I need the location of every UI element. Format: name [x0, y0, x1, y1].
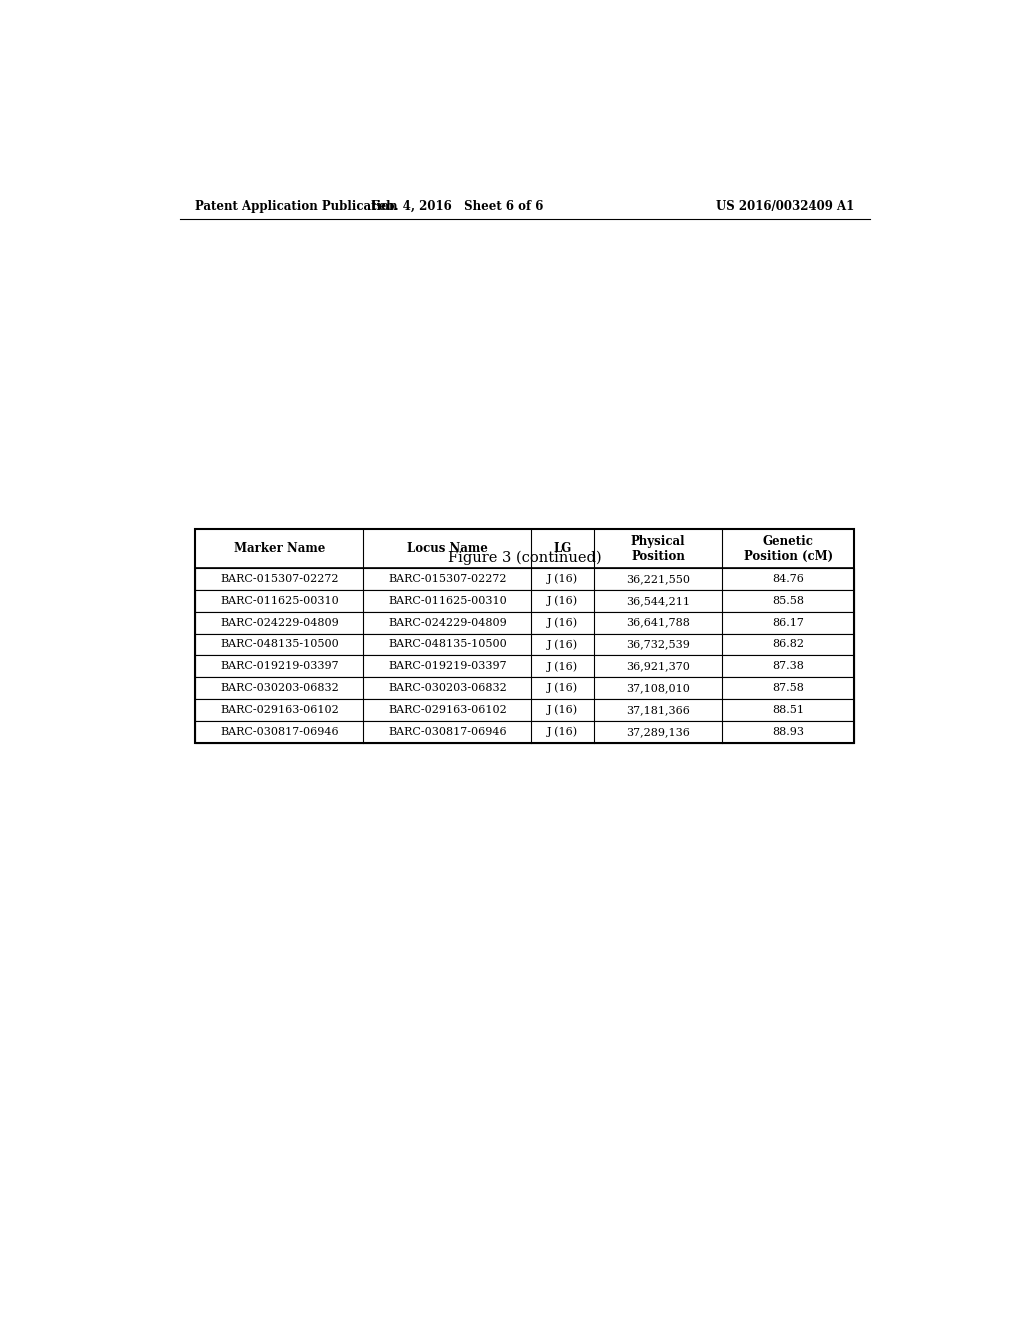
Text: J (16): J (16)	[547, 595, 579, 606]
Text: BARC-029163-06102: BARC-029163-06102	[388, 705, 507, 715]
Text: 37,181,366: 37,181,366	[627, 705, 690, 715]
Text: BARC-030817-06946: BARC-030817-06946	[220, 727, 339, 737]
Text: BARC-019219-03397: BARC-019219-03397	[388, 661, 507, 672]
Text: J (16): J (16)	[547, 639, 579, 649]
Text: J (16): J (16)	[547, 726, 579, 737]
Text: BARC-048135-10500: BARC-048135-10500	[220, 639, 339, 649]
Text: 85.58: 85.58	[772, 595, 804, 606]
Text: BARC-030817-06946: BARC-030817-06946	[388, 727, 507, 737]
Bar	[196, 611, 854, 634]
Text: 86.82: 86.82	[772, 639, 804, 649]
Bar	[196, 590, 854, 611]
Text: 87.58: 87.58	[772, 684, 804, 693]
Text: Patent Application Publication: Patent Application Publication	[196, 199, 398, 213]
Text: 84.76: 84.76	[772, 574, 804, 583]
Text: BARC-030203-06832: BARC-030203-06832	[220, 684, 339, 693]
Text: J (16): J (16)	[547, 618, 579, 628]
Text: 36,221,550: 36,221,550	[627, 574, 690, 583]
Text: J (16): J (16)	[547, 705, 579, 715]
Text: BARC-024229-04809: BARC-024229-04809	[220, 618, 339, 627]
Text: 86.17: 86.17	[772, 618, 804, 627]
Text: Genetic
Position (cM): Genetic Position (cM)	[743, 535, 833, 562]
Bar	[196, 656, 854, 677]
Text: 36,921,370: 36,921,370	[627, 661, 690, 672]
Text: BARC-029163-06102: BARC-029163-06102	[220, 705, 339, 715]
Text: Marker Name: Marker Name	[233, 543, 326, 556]
Bar	[196, 700, 854, 721]
Text: BARC-011625-00310: BARC-011625-00310	[220, 595, 339, 606]
Text: 87.38: 87.38	[772, 661, 804, 672]
Bar	[196, 677, 854, 700]
Text: J (16): J (16)	[547, 661, 579, 672]
Bar	[196, 529, 854, 568]
Text: Figure 3 (continued): Figure 3 (continued)	[447, 550, 602, 565]
Text: 37,108,010: 37,108,010	[627, 684, 690, 693]
Text: BARC-015307-02272: BARC-015307-02272	[388, 574, 507, 583]
Bar	[196, 568, 854, 590]
Text: BARC-048135-10500: BARC-048135-10500	[388, 639, 507, 649]
Text: J (16): J (16)	[547, 574, 579, 585]
Text: BARC-024229-04809: BARC-024229-04809	[388, 618, 507, 627]
Text: 88.93: 88.93	[772, 727, 804, 737]
Text: 36,641,788: 36,641,788	[627, 618, 690, 627]
Text: 37,289,136: 37,289,136	[627, 727, 690, 737]
Text: 36,732,539: 36,732,539	[627, 639, 690, 649]
Bar	[196, 529, 854, 743]
Bar	[196, 721, 854, 743]
Text: 88.51: 88.51	[772, 705, 804, 715]
Bar	[196, 634, 854, 656]
Text: J (16): J (16)	[547, 682, 579, 693]
Text: Feb. 4, 2016   Sheet 6 of 6: Feb. 4, 2016 Sheet 6 of 6	[371, 199, 544, 213]
Text: Physical
Position: Physical Position	[631, 535, 685, 562]
Text: BARC-019219-03397: BARC-019219-03397	[220, 661, 339, 672]
Text: LG: LG	[554, 543, 571, 556]
Text: US 2016/0032409 A1: US 2016/0032409 A1	[716, 199, 854, 213]
Text: 36,544,211: 36,544,211	[627, 595, 690, 606]
Text: BARC-011625-00310: BARC-011625-00310	[388, 595, 507, 606]
Text: BARC-030203-06832: BARC-030203-06832	[388, 684, 507, 693]
Text: BARC-015307-02272: BARC-015307-02272	[220, 574, 339, 583]
Text: Locus Name: Locus Name	[407, 543, 487, 556]
